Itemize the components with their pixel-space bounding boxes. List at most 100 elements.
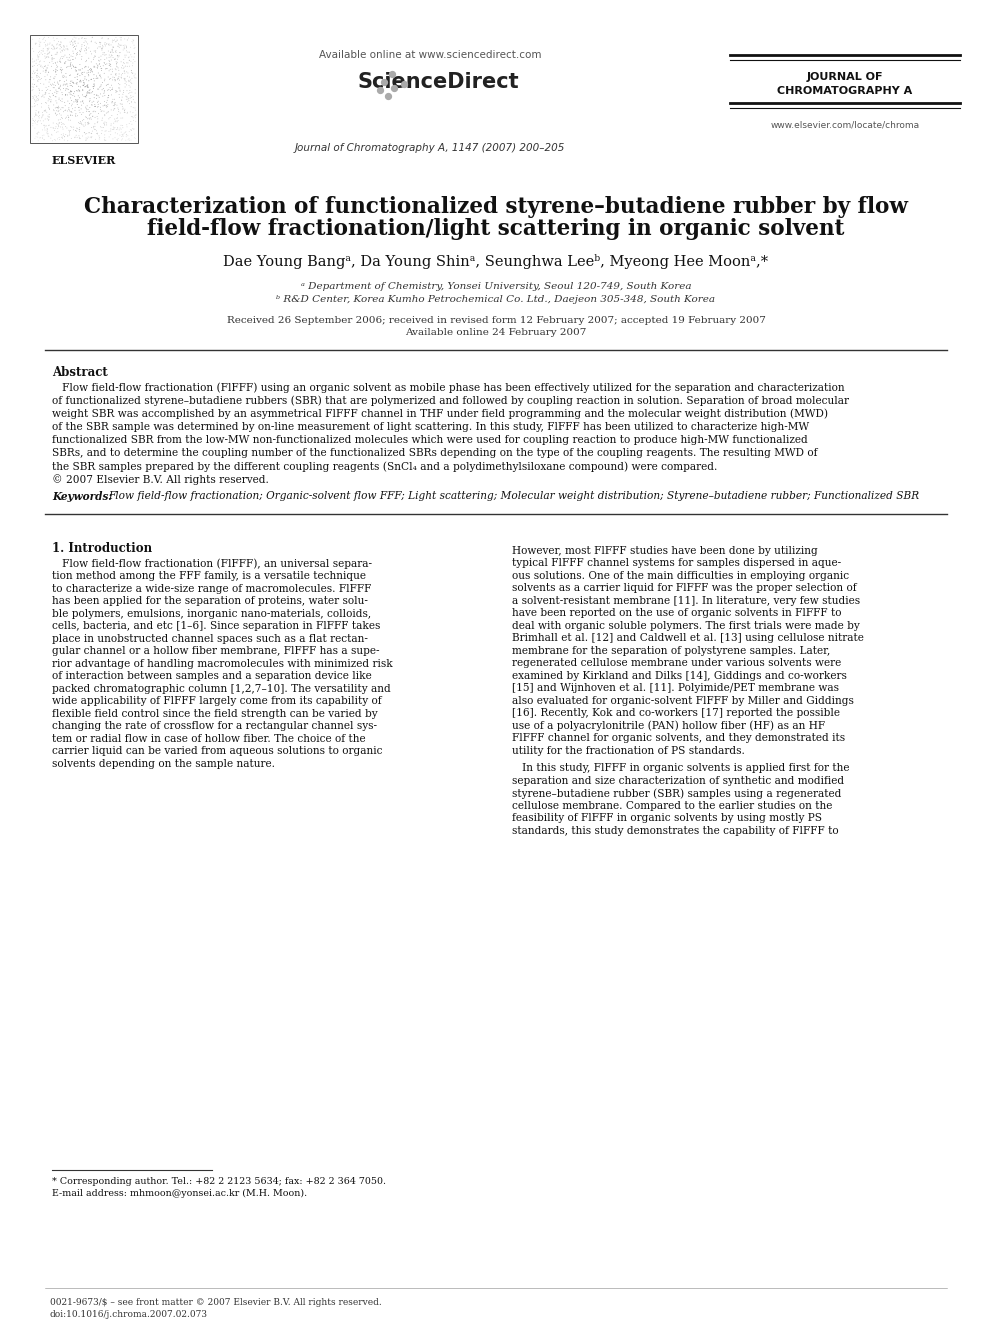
Point	[113, 34, 129, 56]
Point	[123, 69, 139, 90]
Point	[100, 102, 116, 123]
Point	[25, 38, 41, 60]
Point	[63, 75, 79, 97]
Point	[28, 103, 44, 124]
Point	[39, 57, 55, 78]
Point	[109, 30, 125, 52]
Point	[115, 124, 131, 146]
Point	[69, 118, 85, 139]
Point	[27, 106, 43, 127]
Point	[90, 94, 106, 115]
Point	[41, 126, 57, 147]
Point	[53, 34, 68, 56]
Point	[104, 58, 120, 79]
Point	[104, 79, 120, 101]
Point	[117, 70, 133, 91]
Point	[101, 45, 117, 66]
Point	[109, 108, 125, 130]
Point	[87, 45, 103, 66]
Point	[112, 118, 128, 139]
Point	[63, 116, 79, 138]
Point	[90, 111, 106, 132]
Point	[40, 44, 56, 65]
Point	[29, 33, 45, 54]
Point	[113, 26, 129, 48]
Point	[109, 107, 125, 128]
Point	[96, 79, 112, 101]
Point	[66, 26, 82, 48]
Point	[53, 75, 68, 97]
Point	[109, 130, 125, 151]
Point	[49, 93, 64, 114]
Point	[34, 79, 50, 101]
Point	[106, 89, 122, 110]
Point	[27, 112, 43, 134]
Point	[105, 95, 121, 116]
Point	[41, 40, 57, 61]
Point	[108, 64, 124, 85]
Point	[87, 95, 103, 116]
Point	[65, 57, 81, 78]
Point	[62, 70, 78, 91]
Point	[57, 40, 72, 61]
Point	[78, 50, 94, 71]
Point	[50, 118, 65, 139]
Point	[87, 94, 103, 115]
Point	[116, 101, 132, 122]
Point	[76, 57, 92, 78]
Point	[29, 65, 45, 86]
Point	[52, 103, 67, 124]
Point	[106, 29, 122, 50]
Point	[75, 70, 91, 91]
Point	[86, 56, 102, 77]
Text: standards, this study demonstrates the capability of FlFFF to: standards, this study demonstrates the c…	[512, 826, 838, 836]
Point	[53, 116, 68, 138]
Point	[76, 122, 92, 143]
Point	[52, 70, 67, 91]
Text: Keywords:: Keywords:	[52, 491, 112, 501]
Point	[28, 126, 44, 147]
Point	[34, 112, 50, 134]
Point	[58, 124, 73, 146]
Point	[81, 37, 97, 58]
Point	[40, 123, 56, 144]
Text: of the SBR sample was determined by on-line measurement of light scattering. In : of the SBR sample was determined by on-l…	[52, 422, 809, 431]
Point	[97, 32, 113, 53]
Point	[58, 85, 73, 106]
Point	[32, 69, 48, 90]
Point	[111, 64, 127, 85]
Point	[47, 77, 62, 98]
Point	[62, 73, 78, 94]
Point	[58, 101, 73, 122]
Point	[123, 97, 139, 118]
Point	[56, 74, 71, 95]
Point	[32, 32, 48, 53]
Point	[102, 41, 118, 62]
Point	[86, 101, 102, 122]
Point	[62, 81, 78, 102]
Point	[63, 30, 79, 52]
Point	[93, 74, 109, 95]
Point	[69, 91, 85, 112]
Point	[127, 67, 143, 89]
Point	[55, 116, 70, 138]
Point	[29, 90, 45, 111]
Point	[72, 70, 88, 91]
Point	[25, 115, 41, 136]
Point	[41, 126, 57, 147]
Point	[49, 105, 64, 126]
Point	[90, 85, 106, 106]
Point	[54, 107, 69, 128]
Text: use of a polyacrylonitrile (PAN) hollow fiber (HF) as an HF: use of a polyacrylonitrile (PAN) hollow …	[512, 721, 825, 732]
Point	[51, 95, 66, 116]
Point	[119, 40, 135, 61]
Point	[71, 71, 87, 93]
Point	[57, 126, 72, 147]
Point	[44, 56, 60, 77]
Point	[113, 29, 129, 50]
Point	[89, 67, 105, 89]
Point	[76, 62, 92, 83]
Text: doi:10.1016/j.chroma.2007.02.073: doi:10.1016/j.chroma.2007.02.073	[50, 1310, 208, 1319]
Point	[38, 99, 54, 120]
Point	[40, 42, 56, 64]
